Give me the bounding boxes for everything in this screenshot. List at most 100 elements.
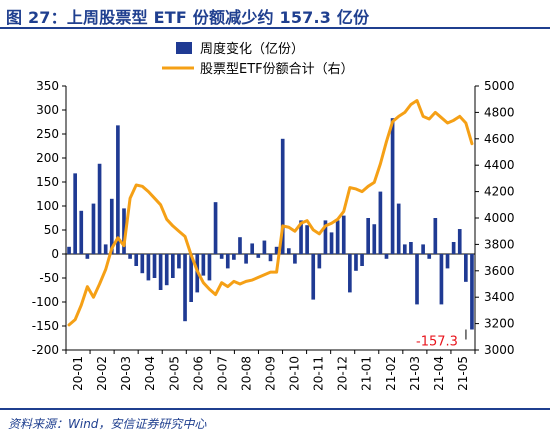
bar <box>305 225 309 254</box>
bar <box>427 254 432 259</box>
legend-swatch-bar <box>176 42 192 54</box>
bar <box>280 138 285 254</box>
legend: 周度变化（亿份） 股票型ETF份额合计（右） <box>162 41 354 77</box>
left-axis-tick-label: 50 <box>44 223 59 237</box>
x-axis-tick-label: 20-09 <box>264 356 278 391</box>
right-axis-tick-label: 4800 <box>484 105 515 119</box>
bar <box>67 246 71 254</box>
bar <box>85 254 90 259</box>
bar <box>244 254 248 264</box>
right-axis-tick-label: 4200 <box>484 185 515 199</box>
x-axis-tick-label: 20-06 <box>191 356 205 391</box>
bar <box>268 254 273 262</box>
right-axis-tick-label: 3200 <box>484 317 515 331</box>
bar <box>335 220 340 254</box>
bar <box>274 246 279 254</box>
bar <box>103 244 108 254</box>
bar <box>232 254 236 260</box>
x-axis-tick-label: 20-05 <box>167 356 181 391</box>
source-rule <box>0 408 550 410</box>
right-axis-tick-label: 4000 <box>484 211 515 225</box>
bar <box>293 254 297 264</box>
right-axis-tick-label: 5000 <box>484 79 515 93</box>
x-axis-tick-label: 20-12 <box>336 356 350 391</box>
annotation-label: -157.3 <box>416 335 458 350</box>
left-axis-tick-label: 200 <box>36 151 59 165</box>
bar <box>238 237 242 254</box>
x-axis-tick-label: 21-03 <box>408 356 422 391</box>
x-axis-tick-label: 20-01 <box>71 356 85 391</box>
bar <box>366 218 371 254</box>
x-axis-tick-label: 20-07 <box>215 356 229 391</box>
bar <box>164 254 169 286</box>
bar <box>250 243 255 254</box>
bar <box>396 203 401 254</box>
x-axis-tick-label: 21-01 <box>360 356 374 391</box>
left-axis-tick-label: 250 <box>36 127 59 141</box>
bar <box>329 232 334 254</box>
bar <box>128 254 132 259</box>
x-axis-tick-label: 21-02 <box>384 356 398 391</box>
bar <box>451 242 456 254</box>
bar <box>183 254 187 322</box>
bar <box>286 248 291 254</box>
bar <box>146 254 151 281</box>
bar <box>341 215 346 254</box>
annotation-layer: -157.3 <box>416 329 467 350</box>
left-axis-tick-label: 300 <box>36 103 59 117</box>
bar <box>207 254 212 281</box>
bar <box>201 254 206 276</box>
left-axis-tick-label: -200 <box>32 343 59 357</box>
left-axis-tick-label: -50 <box>39 271 59 285</box>
bar <box>109 198 114 254</box>
bar <box>256 254 261 258</box>
bar <box>213 202 218 254</box>
bar <box>219 254 224 259</box>
bar <box>152 254 157 278</box>
right-axis-tick-label: 3000 <box>484 343 515 357</box>
x-axis-tick-label: 20-04 <box>143 356 157 391</box>
legend-label-line: 股票型ETF份额合计（右） <box>200 62 354 77</box>
figure-title: 图 27：上周股票型 ETF 份额减少约 157.3 亿份 <box>6 8 370 27</box>
bar <box>390 118 395 254</box>
x-axis-tick-label: 20-02 <box>95 356 109 391</box>
bar <box>457 229 462 254</box>
x-axis-tick-label: 20-03 <box>119 356 133 391</box>
bar <box>91 203 96 254</box>
bar <box>415 254 419 305</box>
right-axis-tick-label: 3800 <box>484 237 515 251</box>
right-axis-tick-label: 3600 <box>484 264 515 278</box>
bar <box>225 254 230 269</box>
bar <box>378 191 383 254</box>
left-axis-tick-label: 0 <box>51 247 59 261</box>
bar <box>79 210 84 254</box>
source-note: 资料来源：Wind，安信证券研究中心 <box>8 417 207 431</box>
legend-label-bar: 周度变化（亿份） <box>200 41 304 57</box>
bar <box>122 208 126 254</box>
x-axis-tick-label: 20-08 <box>239 356 253 391</box>
axes-layer: -200 -150 -100 -50 0 50 100 150 200 250 300 350 3000… <box>32 79 515 391</box>
right-axis-tick-label: 4400 <box>484 158 515 172</box>
right-axis-tick-label: 3400 <box>484 290 515 304</box>
bar <box>470 254 474 330</box>
x-axis-tick-label: 21-05 <box>456 356 470 391</box>
x-axis-tick-label: 20-10 <box>288 356 302 391</box>
bar <box>433 218 438 254</box>
x-axis-tick-label: 20-11 <box>312 356 326 391</box>
title-underline <box>0 27 550 29</box>
bar <box>134 254 139 266</box>
bar <box>323 220 328 254</box>
bar <box>372 224 377 254</box>
bar <box>402 244 407 254</box>
right-axis-tick-label: 4600 <box>484 132 515 146</box>
bar <box>116 125 120 254</box>
bar <box>445 254 450 269</box>
left-axis-tick-label: 350 <box>36 79 59 93</box>
bar <box>409 242 413 254</box>
bar <box>464 254 468 282</box>
left-axis-tick-label: 150 <box>36 175 59 189</box>
bar <box>311 254 316 300</box>
x-axis-tick-label: 21-04 <box>432 356 446 391</box>
total-share-line <box>67 99 474 327</box>
bar <box>97 163 102 254</box>
